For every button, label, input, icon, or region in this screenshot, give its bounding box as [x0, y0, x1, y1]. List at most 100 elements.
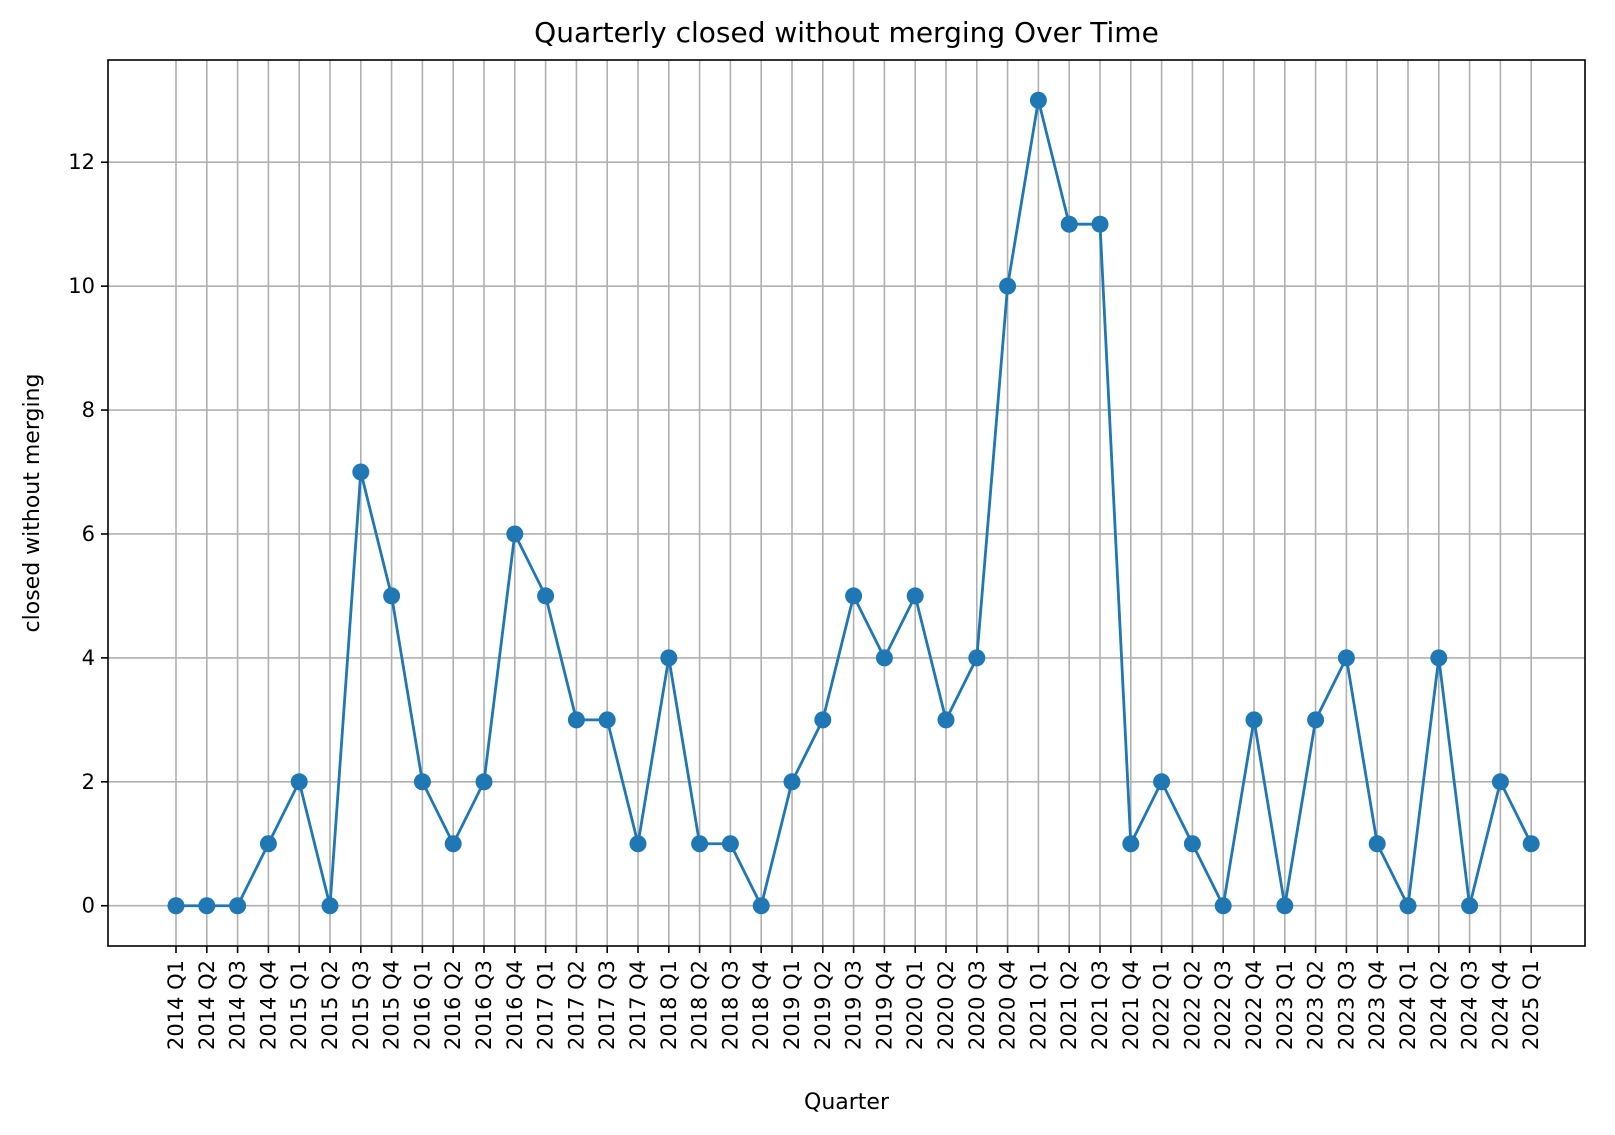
- x-tick-label: 2019 Q3: [842, 960, 866, 1050]
- x-tick-label: 2017 Q1: [534, 960, 558, 1050]
- grid: [108, 60, 1585, 946]
- data-point: [259, 835, 277, 853]
- y-tick-label: 2: [82, 770, 95, 794]
- data-point: [444, 835, 462, 853]
- data-point: [691, 835, 709, 853]
- data-point: [814, 711, 832, 729]
- x-tick-label: 2018 Q4: [749, 960, 773, 1050]
- x-axis-ticks: 2014 Q1 2014 Q2 2014 Q3 2014 Q4 2015 Q1 2015 …: [164, 946, 1543, 1050]
- x-tick-label: 2015 Q4: [380, 960, 404, 1050]
- y-axis-ticks: 0 2 4 6 8 10 12: [68, 150, 108, 918]
- data-point: [1122, 835, 1140, 853]
- x-tick-label: 2023 Q1: [1273, 960, 1297, 1050]
- data-point: [1368, 835, 1386, 853]
- chart-title: Quarterly closed without merging Over Ti…: [534, 16, 1159, 49]
- series-group: [167, 91, 1540, 915]
- x-tick-label: 2025 Q1: [1519, 960, 1543, 1050]
- x-tick-label: 2014 Q1: [164, 960, 188, 1050]
- data-point: [567, 711, 585, 729]
- data-point: [1430, 649, 1448, 667]
- y-tick-label: 8: [82, 398, 95, 422]
- x-tick-label: 2023 Q2: [1304, 960, 1328, 1050]
- axes-frame: [107, 59, 1586, 947]
- x-tick-label: 2014 Q3: [226, 960, 250, 1050]
- x-tick-label: 2021 Q4: [1119, 960, 1143, 1050]
- data-point: [1214, 897, 1232, 915]
- y-tick-label: 6: [82, 522, 95, 546]
- data-point: [629, 835, 647, 853]
- x-tick-label: 2018 Q1: [657, 960, 681, 1050]
- x-tick-label: 2016 Q3: [472, 960, 496, 1050]
- data-point: [1245, 711, 1263, 729]
- data-point: [937, 711, 955, 729]
- data-point: [1461, 897, 1479, 915]
- x-tick-label: 2024 Q3: [1458, 960, 1482, 1050]
- x-tick-label: 2020 Q4: [996, 960, 1020, 1050]
- x-tick-label: 2016 Q2: [441, 960, 465, 1050]
- x-tick-label: 2023 Q3: [1334, 960, 1358, 1050]
- data-point: [198, 897, 216, 915]
- data-point: [321, 897, 339, 915]
- data-point: [229, 897, 247, 915]
- y-tick-label: 12: [68, 150, 95, 174]
- data-point: [1153, 773, 1171, 791]
- x-tick-label: 2022 Q4: [1242, 960, 1266, 1050]
- y-tick-label: 0: [82, 894, 95, 918]
- data-point: [999, 277, 1017, 295]
- data-point: [1276, 897, 1294, 915]
- x-tick-label: 2019 Q2: [811, 960, 835, 1050]
- x-tick-label: 2024 Q1: [1396, 960, 1420, 1050]
- x-tick-label: 2017 Q4: [626, 960, 650, 1050]
- data-point: [845, 587, 863, 605]
- data-point: [1399, 897, 1417, 915]
- y-tick-label: 10: [68, 274, 95, 298]
- data-point: [660, 649, 678, 667]
- x-tick-label: 2021 Q2: [1057, 960, 1081, 1050]
- data-point: [875, 649, 893, 667]
- x-tick-label: 2018 Q3: [718, 960, 742, 1050]
- x-tick-label: 2021 Q1: [1026, 960, 1050, 1050]
- x-tick-label: 2023 Q4: [1365, 960, 1389, 1050]
- x-tick-label: 2015 Q2: [318, 960, 342, 1050]
- x-tick-label: 2019 Q1: [780, 960, 804, 1050]
- x-tick-label: 2021 Q3: [1088, 960, 1112, 1050]
- data-point: [506, 525, 524, 543]
- y-axis-label: closed without merging: [20, 374, 45, 633]
- x-tick-label: 2016 Q4: [503, 960, 527, 1050]
- data-point: [1337, 649, 1355, 667]
- data-point: [537, 587, 555, 605]
- x-tick-label: 2024 Q4: [1488, 960, 1512, 1050]
- x-tick-label: 2015 Q3: [349, 960, 373, 1050]
- data-point: [1060, 215, 1078, 233]
- data-point: [290, 773, 308, 791]
- data-point: [752, 897, 770, 915]
- x-tick-label: 2019 Q4: [872, 960, 896, 1050]
- x-tick-label: 2022 Q1: [1150, 960, 1174, 1050]
- y-tick-label: 4: [82, 646, 95, 670]
- data-point: [167, 897, 185, 915]
- x-tick-label: 2024 Q2: [1427, 960, 1451, 1050]
- data-point: [721, 835, 739, 853]
- data-point: [413, 773, 431, 791]
- data-point: [968, 649, 986, 667]
- data-point: [352, 463, 370, 481]
- x-tick-label: 2020 Q1: [903, 960, 927, 1050]
- x-tick-label: 2016 Q1: [410, 960, 434, 1050]
- data-point: [1491, 773, 1509, 791]
- x-tick-label: 2022 Q2: [1180, 960, 1204, 1050]
- x-tick-label: 2014 Q4: [256, 960, 280, 1050]
- data-point: [1029, 91, 1047, 109]
- x-tick-label: 2014 Q2: [195, 960, 219, 1050]
- data-point: [783, 773, 801, 791]
- x-tick-label: 2017 Q2: [564, 960, 588, 1050]
- data-point: [1183, 835, 1201, 853]
- data-point: [1307, 711, 1325, 729]
- x-tick-label: 2022 Q3: [1211, 960, 1235, 1050]
- x-axis-label: Quarter: [804, 1090, 890, 1115]
- data-point: [475, 773, 493, 791]
- data-point: [1522, 835, 1540, 853]
- data-point: [1091, 215, 1109, 233]
- data-point: [906, 587, 924, 605]
- x-tick-label: 2020 Q2: [934, 960, 958, 1050]
